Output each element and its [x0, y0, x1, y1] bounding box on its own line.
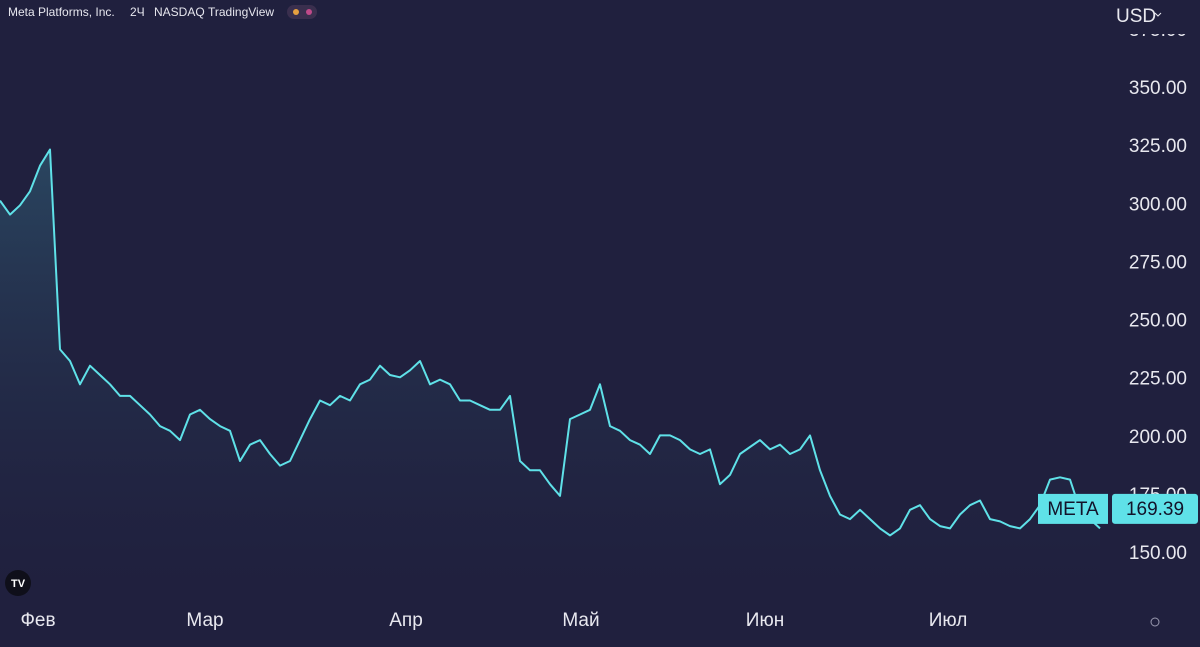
x-tick-label: Мар: [186, 610, 223, 631]
x-tick-label: Июн: [746, 610, 784, 631]
source: TradingView: [208, 5, 274, 19]
y-tick-label: 350.00: [1129, 78, 1187, 99]
status-dot: [306, 9, 312, 15]
symbol: Meta Platforms, Inc.: [8, 5, 115, 19]
y-tick-label: 200.00: [1129, 427, 1187, 448]
ticker-tag: [1038, 493, 1108, 524]
exchange: NASDAQ: [154, 5, 205, 19]
y-tick-label: 250.00: [1129, 311, 1187, 332]
y-tick-label: 275.00: [1129, 252, 1187, 273]
last-price-tag: [1112, 493, 1198, 524]
y-tick-label: 325.00: [1129, 136, 1187, 157]
last-price-label: 169.39: [1126, 499, 1184, 520]
status-dot: [293, 9, 299, 15]
currency-caret: [1154, 12, 1162, 17]
x-tick-label: Апр: [389, 610, 423, 631]
x-tick-label: Фев: [20, 610, 55, 631]
y-tick-label: 225.00: [1129, 369, 1187, 390]
y-axis: 150.00175.00200.00225.00250.00275.00300.…: [1129, 20, 1187, 564]
ticker-label: META: [1047, 499, 1099, 520]
x-tick-label: Июл: [929, 610, 968, 631]
price-line: [0, 148, 1101, 537]
y-tick-label: 150.00: [1129, 543, 1187, 564]
plot: [0, 148, 1101, 600]
settings-icon[interactable]: [1150, 617, 1160, 627]
area-fill: [0, 149, 1100, 600]
status-badge[interactable]: [287, 5, 317, 19]
interval: 2Ч: [130, 5, 145, 19]
svg-text:TV: TV: [11, 578, 26, 590]
currency-box[interactable]: [1108, 0, 1200, 34]
y-tick-label: 300.00: [1129, 194, 1187, 215]
tv-logo: TV: [5, 570, 31, 596]
currency[interactable]: USD: [1116, 6, 1156, 27]
x-tick-label: Май: [562, 610, 599, 631]
